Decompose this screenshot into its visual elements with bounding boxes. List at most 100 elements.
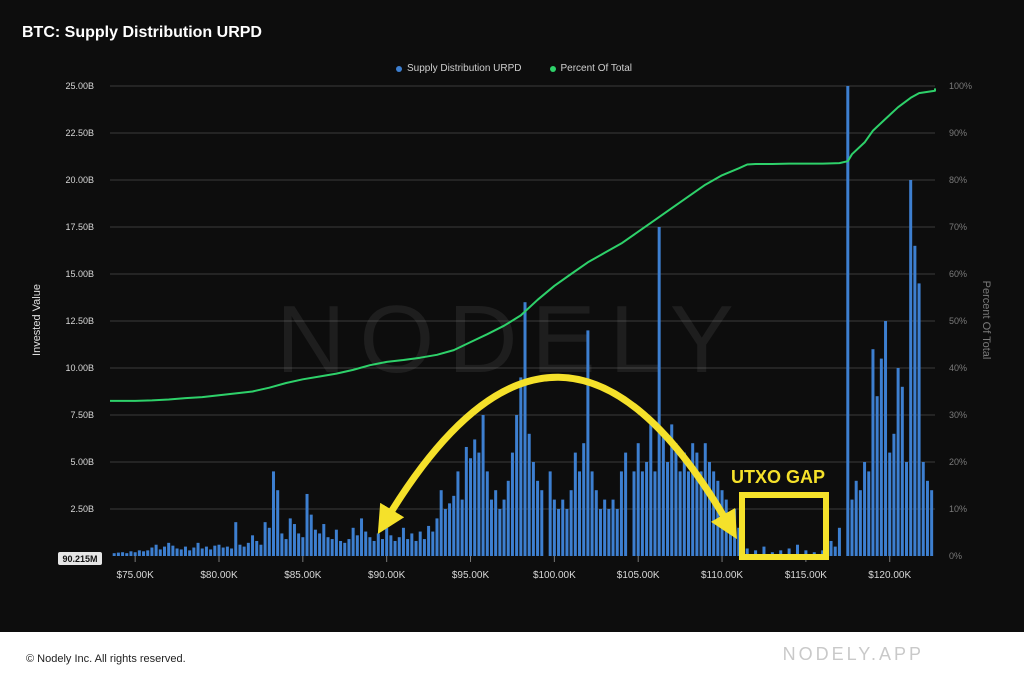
- bar-7[interactable]: [142, 551, 146, 556]
- bar-52[interactable]: [330, 539, 334, 556]
- bar-140[interactable]: [707, 462, 711, 556]
- bar-5[interactable]: [133, 552, 137, 556]
- bar-17[interactable]: [183, 546, 187, 556]
- bar-170[interactable]: [879, 358, 883, 556]
- bar-44[interactable]: [297, 533, 301, 556]
- bar-58[interactable]: [355, 535, 359, 556]
- bar-74[interactable]: [422, 539, 426, 556]
- bar-73[interactable]: [418, 531, 422, 556]
- bar-127[interactable]: [653, 471, 657, 556]
- bar-91[interactable]: [494, 490, 498, 556]
- bar-176[interactable]: [904, 462, 908, 556]
- bar-113[interactable]: [590, 471, 594, 556]
- bar-69[interactable]: [401, 527, 405, 556]
- bar-136[interactable]: [691, 443, 695, 556]
- bar-165[interactable]: [858, 490, 862, 556]
- bar-24[interactable]: [213, 545, 217, 556]
- bar-107[interactable]: [565, 509, 569, 556]
- bar-4[interactable]: [129, 551, 133, 556]
- bar-82[interactable]: [456, 471, 460, 556]
- bar-35[interactable]: [259, 544, 263, 556]
- bar-20[interactable]: [196, 542, 200, 556]
- bar-27[interactable]: [225, 546, 229, 556]
- bar-151[interactable]: [762, 546, 766, 556]
- bar-154[interactable]: [787, 548, 791, 556]
- bar-166[interactable]: [863, 462, 867, 556]
- bar-179[interactable]: [917, 283, 921, 556]
- bar-89[interactable]: [485, 471, 489, 556]
- bar-13[interactable]: [167, 542, 171, 556]
- bar-114[interactable]: [594, 490, 598, 556]
- bar-146[interactable]: [733, 509, 737, 556]
- bar-39[interactable]: [276, 490, 280, 556]
- bar-68[interactable]: [397, 537, 401, 556]
- bar-125[interactable]: [645, 462, 649, 556]
- bar-40[interactable]: [280, 533, 284, 556]
- bar-149[interactable]: [745, 548, 749, 556]
- bar-167[interactable]: [867, 471, 871, 556]
- bar-132[interactable]: [674, 443, 678, 556]
- bar-163[interactable]: [850, 499, 854, 556]
- bar-134[interactable]: [682, 452, 686, 556]
- bar-131[interactable]: [670, 424, 674, 556]
- bar-94[interactable]: [506, 480, 510, 556]
- bar-103[interactable]: [548, 471, 552, 556]
- bar-84[interactable]: [464, 446, 468, 556]
- bar-33[interactable]: [251, 535, 255, 556]
- bar-10[interactable]: [154, 544, 158, 556]
- bar-102[interactable]: [540, 490, 544, 556]
- bar-51[interactable]: [326, 537, 330, 556]
- bar-159[interactable]: [829, 540, 833, 556]
- bar-62[interactable]: [372, 540, 376, 556]
- bar-75[interactable]: [427, 525, 431, 556]
- bar-108[interactable]: [569, 490, 573, 556]
- bar-76[interactable]: [431, 531, 435, 556]
- bar-143[interactable]: [720, 490, 724, 556]
- bar-36[interactable]: [263, 522, 267, 556]
- bar-139[interactable]: [703, 443, 707, 556]
- bar-59[interactable]: [360, 518, 364, 556]
- bar-60[interactable]: [364, 531, 368, 556]
- bar-72[interactable]: [414, 540, 418, 556]
- footer-brand-logo[interactable]: NODELY.APP: [782, 644, 924, 664]
- bar-169[interactable]: [875, 396, 879, 556]
- bar-182[interactable]: [930, 490, 934, 556]
- bar-181[interactable]: [925, 480, 929, 556]
- bar-173[interactable]: [892, 433, 896, 556]
- bar-96[interactable]: [515, 415, 519, 556]
- bar-70[interactable]: [406, 539, 410, 556]
- bar-93[interactable]: [502, 499, 506, 556]
- bar-77[interactable]: [435, 518, 439, 556]
- bar-92[interactable]: [498, 509, 502, 556]
- bar-47[interactable]: [309, 514, 313, 556]
- bar-1[interactable]: [116, 552, 120, 556]
- bar-122[interactable]: [632, 471, 636, 556]
- bar-133[interactable]: [678, 471, 682, 556]
- bar-171[interactable]: [884, 321, 888, 556]
- bar-105[interactable]: [557, 509, 561, 556]
- bar-128[interactable]: [657, 227, 661, 556]
- bar-119[interactable]: [615, 509, 619, 556]
- bar-65[interactable]: [385, 527, 389, 556]
- bar-71[interactable]: [410, 533, 414, 556]
- bar-26[interactable]: [221, 547, 225, 556]
- bar-25[interactable]: [217, 544, 221, 556]
- bar-177[interactable]: [909, 180, 913, 556]
- bar-22[interactable]: [204, 546, 208, 556]
- bar-3[interactable]: [125, 553, 129, 556]
- bar-135[interactable]: [687, 471, 691, 556]
- bar-48[interactable]: [313, 529, 317, 556]
- bar-63[interactable]: [376, 533, 380, 556]
- bar-42[interactable]: [288, 518, 292, 556]
- bar-130[interactable]: [666, 462, 670, 556]
- bar-104[interactable]: [552, 499, 556, 556]
- bar-142[interactable]: [716, 480, 720, 556]
- bar-109[interactable]: [573, 452, 577, 556]
- bar-178[interactable]: [913, 245, 917, 557]
- bar-28[interactable]: [230, 548, 234, 556]
- bar-45[interactable]: [301, 537, 305, 556]
- bar-123[interactable]: [636, 443, 640, 556]
- bar-23[interactable]: [209, 549, 213, 556]
- bar-141[interactable]: [712, 471, 716, 556]
- bar-18[interactable]: [188, 550, 192, 556]
